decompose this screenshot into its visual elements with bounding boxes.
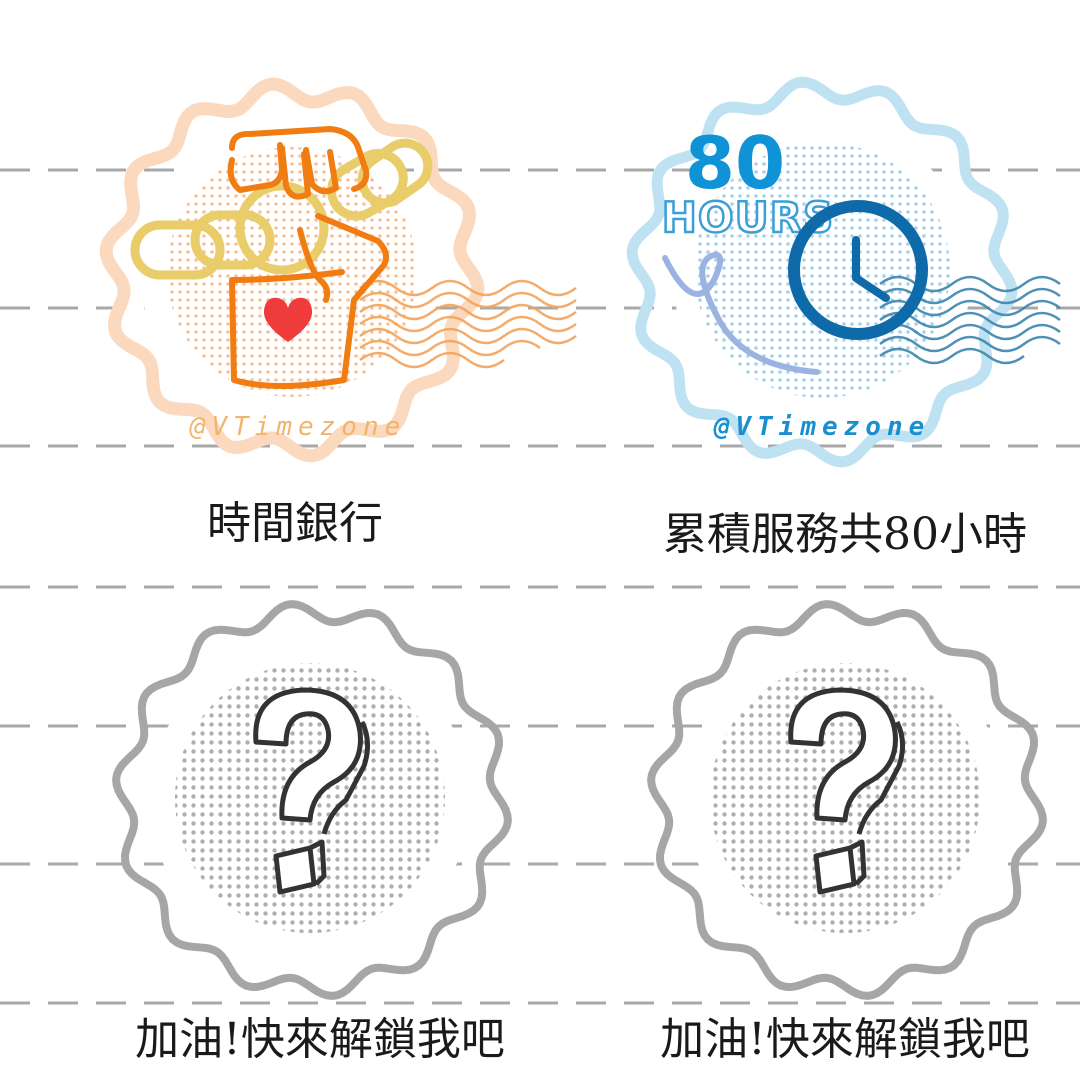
question-mark-icon — [788, 687, 905, 895]
badge-ring — [112, 600, 512, 1000]
clock-icon — [788, 200, 928, 340]
badge-label-locked-2: 加油!快來解鎖我吧 — [660, 1014, 1030, 1065]
badge-ring — [647, 600, 1047, 1000]
curl-line — [662, 252, 820, 375]
dashed-rules — [0, 168, 1080, 1005]
headline-number: 80 — [685, 121, 785, 205]
badge-time-bank[interactable]: @VTimezone — [99, 77, 577, 463]
badge-label-80-hours: 累積服務共80小時 — [663, 509, 1027, 560]
badge-80-hours[interactable]: 80 HOURS @VTimezone — [626, 76, 1061, 468]
fist-with-chain-icon — [227, 126, 389, 389]
chain-icon — [130, 138, 433, 280]
headline-unit: HOURS — [662, 193, 835, 242]
badge-ring — [626, 76, 1018, 468]
postmark-lines — [359, 279, 577, 369]
badge-ring — [99, 77, 485, 463]
badge-watermark: @VTimezone — [189, 412, 407, 442]
badge-label-locked-1: 加油!快來解鎖我吧 — [135, 1014, 505, 1065]
badge-label-time-bank: 時間銀行 — [207, 498, 383, 549]
badge-locked-1[interactable] — [112, 600, 512, 1000]
heart-icon — [263, 297, 313, 342]
badge-locked-2[interactable] — [647, 600, 1047, 1000]
question-mark-icon — [253, 687, 370, 895]
badge-watermark: @VTimezone — [713, 412, 931, 442]
